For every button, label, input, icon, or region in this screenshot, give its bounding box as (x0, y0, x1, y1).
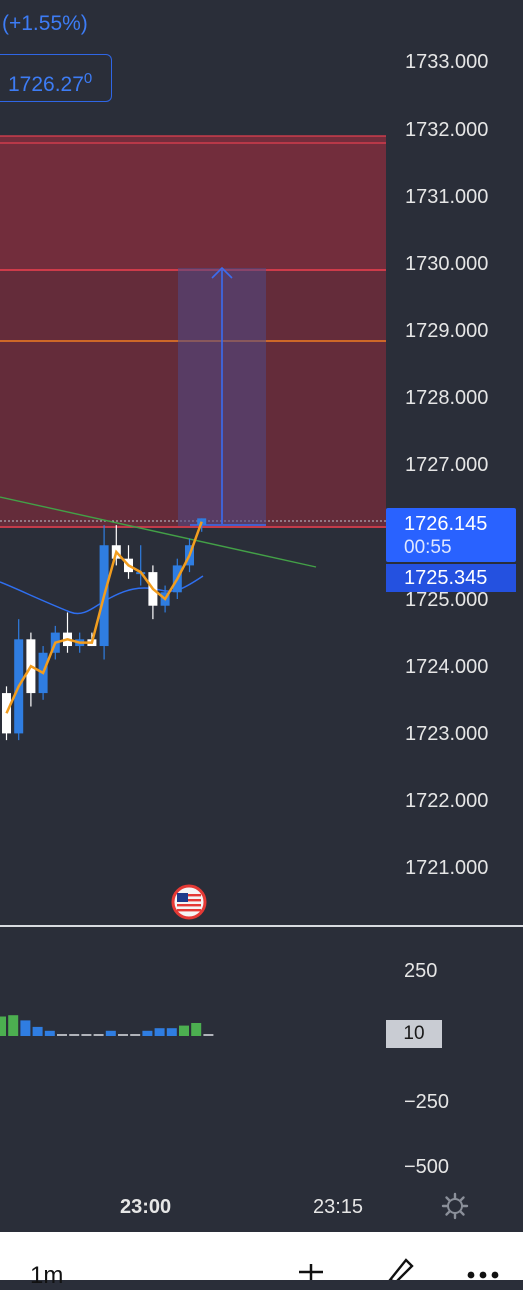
oscillator-histogram (0, 1015, 214, 1036)
price-axis-label: 1724.000 (405, 656, 489, 678)
last-price-value: 1726.145 (404, 513, 488, 535)
histogram-bar (81, 1034, 92, 1036)
histogram-bar (179, 1025, 189, 1036)
price-axis-label: 1728.000 (405, 387, 489, 409)
histogram-bar (203, 1034, 214, 1036)
price-axis-label: 1729.000 (405, 320, 489, 342)
histogram-bar (69, 1034, 80, 1036)
ma-price-tag: 1725.345 (386, 564, 516, 592)
price-axis-label: 1732.000 (405, 119, 489, 141)
price-chart[interactable] (0, 0, 523, 1232)
histogram-bar (191, 1023, 202, 1036)
histogram-bar (57, 1034, 67, 1036)
histogram-bar (105, 1030, 116, 1036)
trend-line[interactable] (0, 496, 317, 568)
price-axis-label: 1725.000 (405, 589, 489, 611)
change-percent: (+1.55%) (2, 12, 88, 35)
histogram-bar (32, 1026, 43, 1036)
oscillator-axis-label: −250 (404, 1091, 450, 1113)
oscillator-axis-label: 250 (404, 960, 438, 982)
us-flag-icon[interactable] (171, 884, 207, 920)
zigzag-line (5, 521, 203, 714)
current-price: 1726.27 (8, 73, 84, 96)
price-axis-label: 1730.000 (405, 253, 489, 275)
histogram-bar (166, 1028, 177, 1036)
time-axis-minor: 23:15 (313, 1196, 364, 1218)
histogram-bar (0, 1016, 6, 1036)
current-price-last-digit: 0 (83, 70, 93, 87)
histogram-bar (130, 1034, 141, 1036)
histogram-bar (118, 1034, 128, 1036)
histogram-bar (44, 1030, 55, 1036)
histogram-bar (8, 1015, 19, 1036)
price-axis-label: 1727.000 (405, 454, 489, 476)
price-axis-label: 1731.000 (405, 186, 489, 208)
candles-group (2, 518, 207, 741)
histogram-bar (20, 1020, 31, 1036)
bar-countdown: 00:55 (404, 537, 452, 558)
histogram-bar (93, 1034, 104, 1036)
bottom-toolbar: 1m (0, 1232, 523, 1289)
interval-selector[interactable]: 1m (30, 1262, 64, 1289)
gear-icon[interactable] (440, 1191, 470, 1221)
oscillator-value-tag: 10 (386, 1020, 442, 1048)
histogram-bar (154, 1028, 165, 1036)
time-axis-major: 23:00 (120, 1196, 172, 1218)
price-axis-label: 1722.000 (405, 790, 489, 812)
last-price-tag: 1726.145 00:55 (386, 508, 516, 562)
current-price-box[interactable]: 1726.270 (0, 54, 112, 102)
price-axis-label: 1733.000 (405, 51, 489, 73)
more-icon[interactable] (466, 1270, 502, 1280)
price-axis-label: 1723.000 (405, 723, 489, 745)
oscillator-axis-label: −500 (404, 1156, 450, 1178)
price-axis-label: 1721.000 (405, 857, 489, 879)
plus-icon[interactable] (296, 1260, 326, 1280)
projection-arrow-head (211, 266, 233, 279)
pencil-icon[interactable] (384, 1252, 416, 1280)
histogram-bar (142, 1030, 153, 1036)
supply-zone-inner (0, 136, 386, 270)
pane-divider[interactable] (0, 925, 523, 927)
